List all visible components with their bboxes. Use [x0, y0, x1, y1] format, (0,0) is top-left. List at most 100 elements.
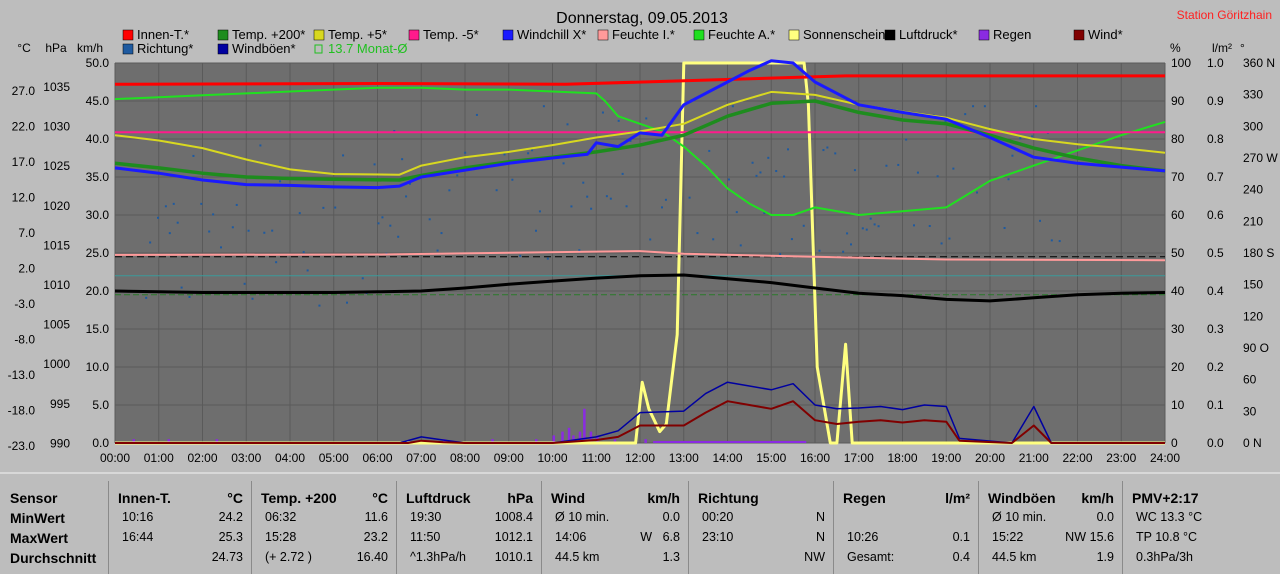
kmh-tick-label: 50.0 [86, 56, 110, 70]
cell-label: TP 10.8 °C [1136, 530, 1198, 544]
direction-point [865, 228, 868, 231]
cell-label: 14:06 [555, 530, 587, 544]
direction-point [688, 196, 691, 199]
table-row: 24.73 [118, 550, 243, 568]
direction-point [342, 154, 345, 157]
x-tick-label: 16:00 [800, 451, 830, 465]
axes: 27.0 22.0 17.0 12.0 7.0 2.0 -3.0 -8.0 -13.0 -18.0… [8, 56, 1279, 465]
cell-label: Gesamt: [847, 550, 895, 564]
direction-point [731, 105, 734, 108]
direction-point [759, 171, 762, 174]
table-row: MaxWert [10, 530, 100, 548]
x-tick-label: 09:00 [494, 451, 524, 465]
direction-point [645, 117, 648, 120]
direction-point [964, 113, 967, 116]
column-unit: hPa [507, 490, 533, 506]
rain-bar [535, 439, 538, 443]
hpa-tick-label: 1020 [43, 199, 70, 213]
direction-point [928, 225, 931, 228]
direction-point [322, 206, 325, 209]
rain-tick-label: 0.7 [1207, 170, 1224, 184]
x-tick-label: 08:00 [450, 451, 480, 465]
rain-bar [613, 439, 617, 443]
hpa-tick-label: 1005 [43, 318, 70, 332]
rain-tick-label: 0.9 [1207, 94, 1224, 108]
x-tick-label: 22:00 [1062, 451, 1092, 465]
column-header: Richtung [698, 490, 825, 508]
table-column: Luftdruck hPa 19:30 1008.4 11:50 1012.1 ^1.3hP… [396, 481, 542, 574]
direction-point [381, 216, 384, 219]
direction-point [818, 249, 821, 252]
column-header: Wind km/h [551, 490, 680, 508]
x-tick-label: 21:00 [1019, 451, 1049, 465]
kmh-tick-label: 15.0 [86, 322, 110, 336]
direction-point [897, 163, 900, 166]
direction-point [377, 222, 380, 225]
table-row: 06:32 11.6 [261, 510, 388, 528]
direction-point [188, 295, 191, 298]
direction-point [940, 242, 943, 245]
rain-bar [572, 435, 575, 443]
legend: Innen-T.* Temp. +200* Temp. +5* Temp. -5* Wi… [122, 27, 1123, 56]
direction-point [495, 189, 498, 192]
direction-point [601, 111, 604, 114]
column-title: Wind [551, 490, 586, 506]
rain-tick-label: 0.0 [1207, 436, 1224, 450]
direction-point [542, 105, 545, 108]
x-tick-label: 11:00 [582, 451, 611, 465]
column-unit: l/m² [945, 490, 970, 506]
temp-tick-label: -23.0 [8, 439, 36, 453]
legend-label: 13.7 Monat-Ø [328, 41, 408, 56]
table-row: 0.3hPa/3h [1132, 550, 1272, 568]
table-row: 11:50 1012.1 [406, 530, 533, 548]
legend-swatch [314, 44, 323, 54]
x-tick-label: 07:00 [406, 451, 436, 465]
direction-point [346, 301, 348, 304]
direction-point [649, 238, 652, 241]
direction-point [231, 226, 234, 229]
cell-value: 24.73 [211, 550, 243, 564]
direction-point [298, 212, 301, 215]
direction-tick-label: 0 N [1243, 436, 1262, 450]
direction-point [972, 105, 975, 108]
direction-point [220, 246, 222, 249]
rain-bar [561, 431, 564, 443]
direction-point [302, 251, 305, 254]
temp-tick-label: 27.0 [12, 84, 36, 98]
direction-point [306, 269, 309, 272]
cell-value: 1.3 [662, 550, 680, 564]
direction-point [861, 227, 864, 230]
cell-value: 1012.1 [494, 530, 533, 544]
direction-point [157, 216, 159, 219]
direction-point [1039, 219, 1041, 222]
series-line [114, 273, 1166, 303]
cell-label: 23:10 [702, 530, 734, 544]
temp-tick-label: -3.0 [14, 297, 35, 311]
series-line [114, 99, 1166, 182]
direction-point [621, 172, 624, 175]
table-column: Regen l/m² 10:26 0.1 Gesamt: 0.4 [833, 481, 979, 574]
x-tick-label: 12:00 [625, 451, 655, 465]
direction-point [570, 205, 573, 208]
percent-tick-label: 80 [1171, 132, 1185, 146]
x-tick-label: 03:00 [231, 451, 261, 465]
direction-point [511, 178, 514, 181]
temp-tick-label: -8.0 [14, 333, 35, 347]
direction-point [318, 304, 321, 307]
direction-point [361, 277, 364, 280]
rain-bar [491, 439, 494, 443]
column-header: PMV+2:17 [1132, 490, 1272, 508]
legend-swatch [217, 43, 229, 55]
direction-point [145, 296, 148, 299]
direction-point [1007, 178, 1010, 181]
direction-point [629, 139, 632, 142]
station-name: Station Göritzhain [1177, 8, 1272, 22]
legend-label: Regen [993, 27, 1031, 42]
column-title: Luftdruck [406, 490, 471, 506]
hpa-tick-label: 1010 [43, 278, 70, 292]
cell-label: 15:28 [265, 530, 297, 544]
kmh-tick-label: 45.0 [86, 94, 110, 108]
series-line [114, 250, 1166, 262]
direction-tick-label: 240 [1243, 183, 1263, 197]
direction-point [936, 175, 939, 178]
